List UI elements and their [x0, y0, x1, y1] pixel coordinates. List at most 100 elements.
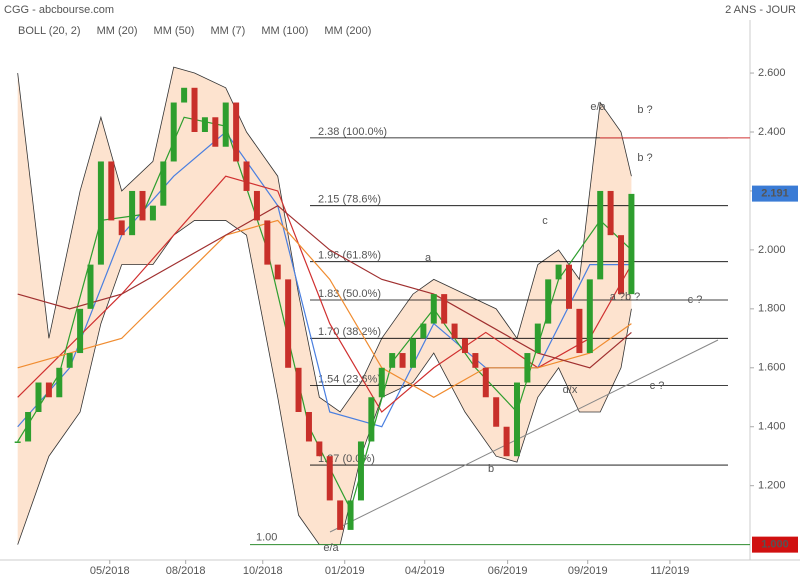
fib-label: 2.15 (78.6%) [318, 194, 381, 206]
candle [545, 279, 552, 324]
candle [45, 382, 52, 398]
candle [87, 264, 94, 309]
candle [274, 264, 281, 280]
x-tick-label: 08/2018 [166, 565, 206, 577]
candle [555, 264, 562, 280]
candle [139, 190, 146, 221]
candle [420, 323, 427, 339]
candle [212, 117, 219, 147]
x-tick-label: 05/2018 [90, 565, 130, 577]
x-tick-label: 10/2018 [243, 565, 283, 577]
legend-entry: MM (100) [261, 25, 308, 37]
candle [430, 294, 437, 324]
wave-label: d/x [563, 384, 578, 396]
candle [586, 279, 593, 354]
wave-label: b ? [637, 152, 652, 164]
candle [628, 193, 635, 295]
x-tick-label: 09/2019 [568, 565, 608, 577]
candle [295, 367, 302, 412]
bollinger-fill [17, 67, 632, 545]
wave-label: c ? [650, 380, 665, 392]
x-tick-label: 06/2019 [488, 565, 528, 577]
wave-label: a [425, 252, 432, 264]
support-badge-text: 1.000 [761, 539, 789, 551]
chart-subtitle: 2 ANS - JOUR [725, 4, 796, 16]
candle [524, 353, 531, 383]
y-tick-label: 2.400 [758, 126, 786, 138]
moving-average [17, 219, 632, 398]
candle [108, 161, 115, 221]
candle [441, 294, 448, 324]
candle [35, 382, 42, 412]
wave-label: b ? [637, 104, 652, 116]
y-tick-label: 2.000 [758, 244, 786, 256]
candle [461, 338, 468, 354]
candle [399, 353, 406, 368]
candle [243, 161, 250, 191]
candle [482, 367, 489, 398]
candle [337, 500, 344, 530]
candle [566, 264, 573, 309]
legend-entry: BOLL (20, 2) [18, 25, 81, 37]
candle [316, 441, 323, 457]
x-tick-label: 01/2019 [325, 565, 365, 577]
y-tick-label: 1.600 [758, 362, 786, 374]
candle [618, 235, 625, 295]
candle [607, 190, 614, 236]
fib-label: 2.38 (100.0%) [318, 126, 387, 138]
candle [181, 87, 188, 103]
candle [503, 426, 510, 457]
candle [472, 353, 479, 368]
candle [25, 412, 32, 442]
candle [129, 190, 136, 236]
y-tick-label: 1.400 [758, 421, 786, 433]
candle [233, 102, 240, 162]
wave-label: a ?b ? [610, 291, 641, 303]
candle [56, 367, 63, 398]
candle [597, 190, 604, 280]
moving-average [17, 204, 632, 369]
fib-label: 1.54 (23.6%) [318, 373, 381, 385]
candle [253, 190, 260, 221]
wave-label: e/a [323, 542, 339, 554]
legend-entry: MM (20) [97, 25, 138, 37]
y-tick-label: 1.800 [758, 303, 786, 315]
candle [264, 220, 271, 265]
y-tick-label: 1.200 [758, 480, 786, 492]
candle [378, 367, 385, 398]
candle [576, 308, 583, 354]
candle [66, 353, 73, 368]
candle [513, 382, 520, 457]
candle [97, 161, 104, 265]
candle [222, 102, 229, 147]
wave-label: e/a [590, 101, 606, 113]
candle [14, 441, 21, 443]
fib-label: 1.70 (38.2%) [318, 326, 381, 338]
last-price-badge [752, 185, 798, 202]
candle [170, 102, 177, 162]
x-tick-label: 11/2019 [650, 565, 689, 577]
fib-label: 1.83 (50.0%) [318, 288, 381, 300]
candle [368, 397, 375, 442]
bollinger-upper [17, 66, 632, 413]
candle [118, 220, 125, 236]
last-price-text: 2.191 [761, 188, 789, 200]
candle [305, 412, 312, 442]
legend-entry: MM (7) [210, 25, 245, 37]
candle [389, 353, 396, 368]
candle [409, 338, 416, 368]
wave-label: c ? [688, 294, 703, 306]
candle [160, 161, 167, 206]
candle [357, 441, 364, 501]
support-label: 1.00 [256, 532, 277, 544]
candle [77, 308, 84, 354]
candle [285, 279, 292, 368]
candle [149, 205, 156, 221]
candle [493, 397, 500, 427]
candle [201, 117, 208, 132]
fib-label: 1.96 (61.8%) [318, 250, 381, 262]
candle [534, 323, 541, 354]
candle [451, 323, 458, 339]
legend-entry: MM (50) [154, 25, 195, 37]
